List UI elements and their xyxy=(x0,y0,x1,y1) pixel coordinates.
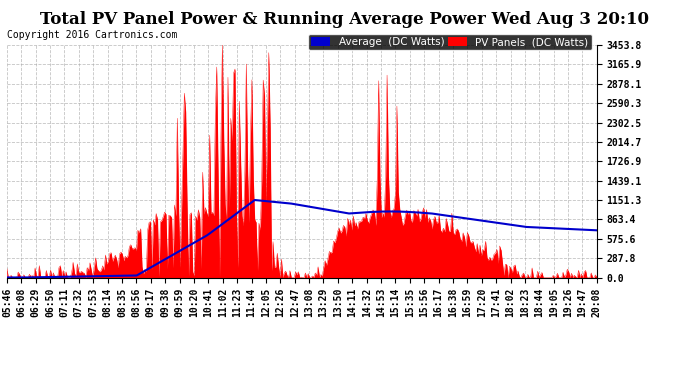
Legend: Average  (DC Watts), PV Panels  (DC Watts): Average (DC Watts), PV Panels (DC Watts) xyxy=(308,34,591,50)
Text: Copyright 2016 Cartronics.com: Copyright 2016 Cartronics.com xyxy=(7,30,177,40)
Text: Total PV Panel Power & Running Average Power Wed Aug 3 20:10: Total PV Panel Power & Running Average P… xyxy=(41,11,649,28)
